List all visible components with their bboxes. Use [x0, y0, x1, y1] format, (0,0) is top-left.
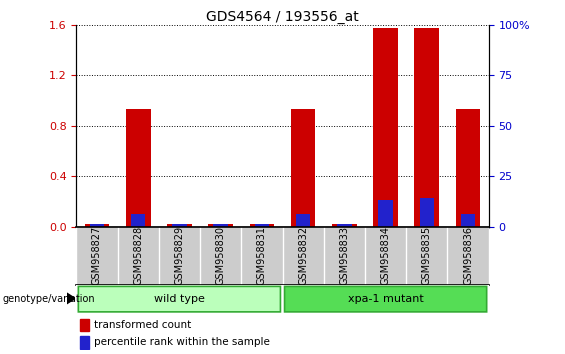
Text: GSM958834: GSM958834 [381, 226, 390, 285]
Text: GSM958828: GSM958828 [133, 226, 143, 285]
Bar [214, 223, 228, 227]
Text: GSM958836: GSM958836 [463, 226, 473, 285]
Text: xpa-1 mutant: xpa-1 mutant [347, 294, 424, 304]
Bar [296, 215, 310, 227]
Bar [131, 215, 145, 227]
Bar [90, 223, 104, 227]
Bar [250, 224, 274, 227]
Bar [332, 224, 357, 227]
Bar [420, 198, 434, 227]
Bar [126, 109, 150, 227]
Text: GSM958833: GSM958833 [340, 226, 349, 285]
Bar [373, 28, 398, 227]
Text: GSM958827: GSM958827 [92, 226, 102, 285]
Text: genotype/variation: genotype/variation [3, 294, 95, 304]
Bar [167, 224, 192, 227]
Bar [291, 109, 315, 227]
Bar [461, 215, 475, 227]
Text: GSM958835: GSM958835 [422, 226, 432, 285]
Bar [379, 200, 393, 227]
Bar [172, 223, 186, 227]
FancyBboxPatch shape [285, 286, 486, 312]
Polygon shape [67, 293, 75, 304]
Text: transformed count: transformed count [94, 320, 191, 330]
Text: GSM958832: GSM958832 [298, 226, 308, 285]
Bar [80, 336, 89, 349]
Bar [456, 109, 480, 227]
Text: GSM958831: GSM958831 [257, 226, 267, 285]
Bar [255, 223, 269, 227]
Text: GSM958830: GSM958830 [216, 226, 225, 285]
FancyBboxPatch shape [79, 286, 280, 312]
Text: GSM958829: GSM958829 [175, 226, 184, 285]
Bar [415, 28, 439, 227]
Text: percentile rank within the sample: percentile rank within the sample [94, 337, 270, 347]
Bar [80, 319, 89, 331]
Bar [337, 223, 351, 227]
Title: GDS4564 / 193556_at: GDS4564 / 193556_at [206, 10, 359, 24]
Text: wild type: wild type [154, 294, 205, 304]
Bar [208, 224, 233, 227]
Bar [85, 224, 109, 227]
